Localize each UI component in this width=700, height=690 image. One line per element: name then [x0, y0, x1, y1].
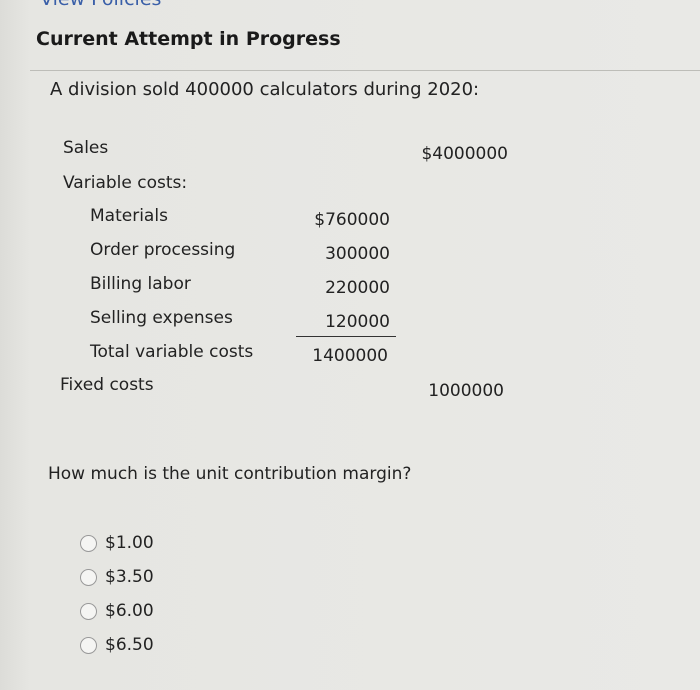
option-label: $6.50 — [105, 635, 154, 655]
radio-button[interactable] — [80, 602, 97, 620]
question-intro: A division sold 400000 calculators durin… — [50, 79, 480, 100]
item-label: Selling expenses — [90, 308, 233, 328]
option-label: $1.00 — [105, 533, 154, 553]
option-2[interactable]: $3.50 — [80, 567, 154, 587]
option-label: $3.50 — [105, 567, 154, 587]
sales-label: Sales — [63, 138, 109, 158]
variable-costs-label: Variable costs: — [63, 173, 188, 193]
question-prompt: How much is the unit contribution margin… — [48, 464, 412, 484]
item-label: Materials — [90, 206, 168, 226]
radio-button[interactable] — [80, 636, 97, 654]
fixed-costs-label: Fixed costs — [60, 375, 154, 395]
item-value: 300000 — [325, 244, 390, 264]
option-3[interactable]: $6.00 — [80, 601, 154, 621]
item-label: Billing labor — [90, 274, 191, 294]
option-label: $6.00 — [105, 601, 154, 621]
radio-button[interactable] — [80, 534, 97, 552]
radio-button[interactable] — [80, 568, 97, 586]
item-label: Order processing — [90, 240, 236, 260]
option-1[interactable]: $1.00 — [80, 533, 154, 553]
option-4[interactable]: $6.50 — [80, 635, 154, 655]
total-value: 1400000 — [312, 346, 388, 366]
sum-line — [296, 336, 396, 337]
item-value: 220000 — [325, 278, 390, 298]
page-title: Current Attempt in Progress — [36, 28, 341, 50]
sales-value: $4000000 — [421, 144, 508, 164]
item-value: $760000 — [314, 210, 390, 230]
fixed-costs-value: 1000000 — [428, 381, 504, 401]
divider — [30, 70, 700, 71]
total-label: Total variable costs — [90, 342, 254, 362]
view-policies-link[interactable]: View Policies — [40, 0, 161, 10]
item-value: 120000 — [325, 312, 390, 332]
